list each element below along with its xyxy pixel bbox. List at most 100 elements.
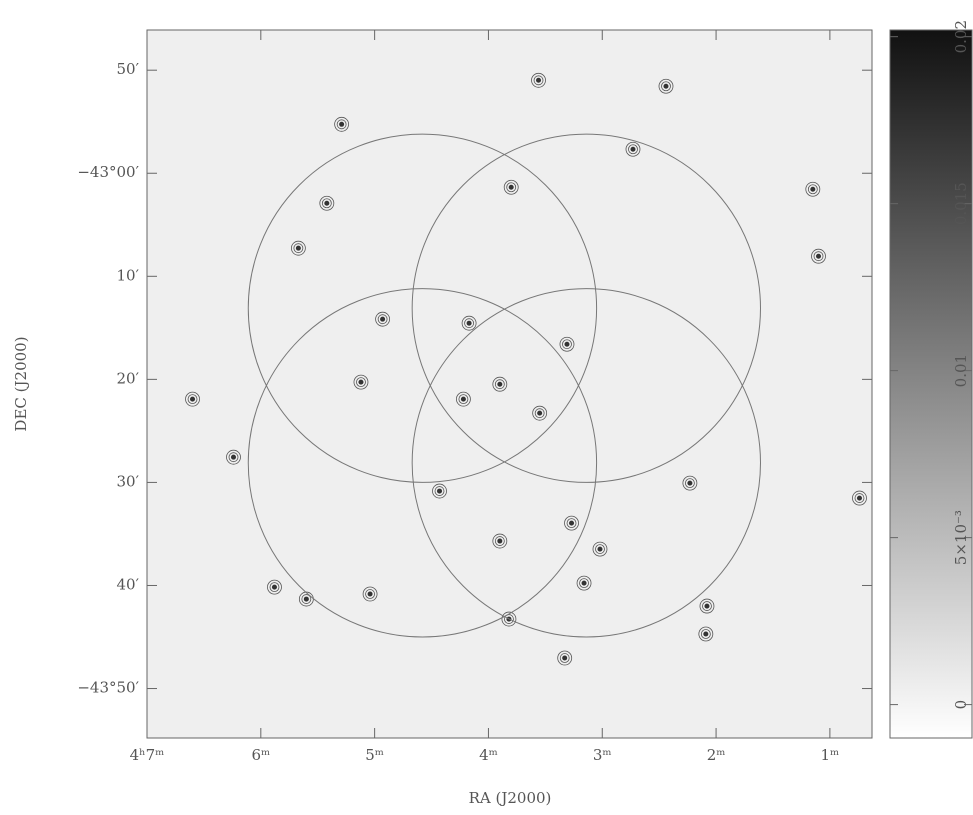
source-contour — [852, 490, 867, 506]
source-contour — [595, 544, 605, 554]
source-contour — [301, 594, 312, 604]
source-contour — [700, 629, 711, 639]
source — [703, 631, 709, 637]
source-contour — [559, 653, 570, 663]
source-contour — [661, 81, 671, 92]
source-contour — [228, 452, 239, 463]
source-contour — [506, 182, 517, 193]
source-contour — [356, 377, 366, 388]
source — [367, 591, 373, 597]
source-contour — [579, 578, 589, 589]
x-tick-label: 3ᵐ — [593, 746, 612, 764]
source — [536, 77, 542, 83]
source-contour — [531, 72, 546, 88]
x-tick-label: 1ᵐ — [821, 746, 840, 764]
pointing-circle — [247, 288, 598, 638]
x-tick-label: 6ᵐ — [251, 746, 270, 764]
source-contour — [811, 248, 826, 264]
source-contour — [334, 116, 350, 132]
colorbar-tick-label: 0 — [952, 700, 970, 710]
source-contour — [532, 405, 548, 421]
source — [810, 186, 816, 192]
source-contour — [592, 541, 608, 557]
y-tick-label: 10′ — [117, 266, 140, 284]
source — [704, 603, 710, 609]
pointing-circle — [411, 133, 761, 483]
source-contour — [267, 579, 282, 595]
source — [687, 480, 693, 486]
source-contour — [494, 379, 505, 390]
source-contour — [576, 575, 592, 591]
source-contour — [365, 589, 375, 599]
source — [339, 121, 345, 127]
source-contour — [501, 611, 517, 627]
source-contour — [458, 394, 469, 405]
plot-area — [146, 29, 873, 739]
source — [190, 396, 196, 402]
source-contour — [269, 582, 280, 593]
source-contour — [456, 391, 471, 407]
source — [271, 584, 277, 590]
colorbar-tick-label: 0.015 — [952, 182, 970, 225]
source — [597, 546, 603, 552]
source — [358, 379, 364, 385]
source — [508, 184, 514, 190]
source-contour — [375, 311, 390, 327]
source — [380, 316, 386, 322]
x-tick-label: 4ʰ7ᵐ — [130, 746, 165, 764]
source-contour — [559, 336, 575, 352]
source-contour — [503, 179, 519, 195]
source — [569, 520, 575, 526]
source — [856, 495, 862, 501]
source — [581, 580, 587, 586]
source-contour — [807, 184, 818, 195]
source-contour — [566, 518, 577, 529]
source — [437, 488, 443, 494]
colorbar-tick-label: 0.02 — [952, 20, 970, 53]
source-contour — [854, 493, 865, 503]
source-contour — [319, 195, 335, 211]
source-contour — [698, 626, 714, 642]
source-contour — [290, 240, 306, 256]
pointing-circle — [247, 133, 598, 483]
source — [537, 410, 543, 416]
source-contour — [336, 119, 347, 130]
colorbar-tick-label: 5×10⁻³ — [952, 510, 970, 565]
source-contour — [293, 243, 304, 254]
source-contour — [658, 78, 674, 94]
source — [460, 396, 466, 402]
source — [497, 381, 503, 387]
source-contour — [702, 601, 712, 611]
source-contour — [362, 586, 378, 602]
source — [663, 83, 669, 89]
y-tick-label: 30′ — [117, 472, 140, 490]
source-contour — [461, 315, 477, 331]
source-contour — [377, 314, 388, 325]
source — [564, 341, 570, 347]
source — [303, 596, 309, 602]
source-contour — [492, 376, 508, 392]
source-contour — [534, 408, 545, 419]
colorbar-tick-label: 0.01 — [952, 354, 970, 387]
source-contour — [813, 251, 824, 262]
source-contour — [432, 483, 447, 499]
source-contour — [564, 515, 579, 531]
source — [497, 538, 503, 544]
source-contour — [187, 394, 198, 405]
source-contour — [557, 650, 573, 666]
source-contour — [805, 181, 821, 197]
source-contour — [353, 374, 369, 390]
source — [630, 146, 636, 152]
source — [466, 320, 472, 326]
source-contour — [562, 339, 572, 350]
y-tick-label: 50′ — [117, 60, 140, 78]
y-tick-label: 20′ — [117, 369, 140, 387]
source-contour — [533, 75, 544, 86]
source-contour — [628, 144, 638, 155]
pointing-circle — [411, 288, 761, 638]
source — [324, 200, 330, 206]
y-tick-label: −43°00′ — [77, 163, 139, 181]
source-contour — [226, 449, 241, 465]
